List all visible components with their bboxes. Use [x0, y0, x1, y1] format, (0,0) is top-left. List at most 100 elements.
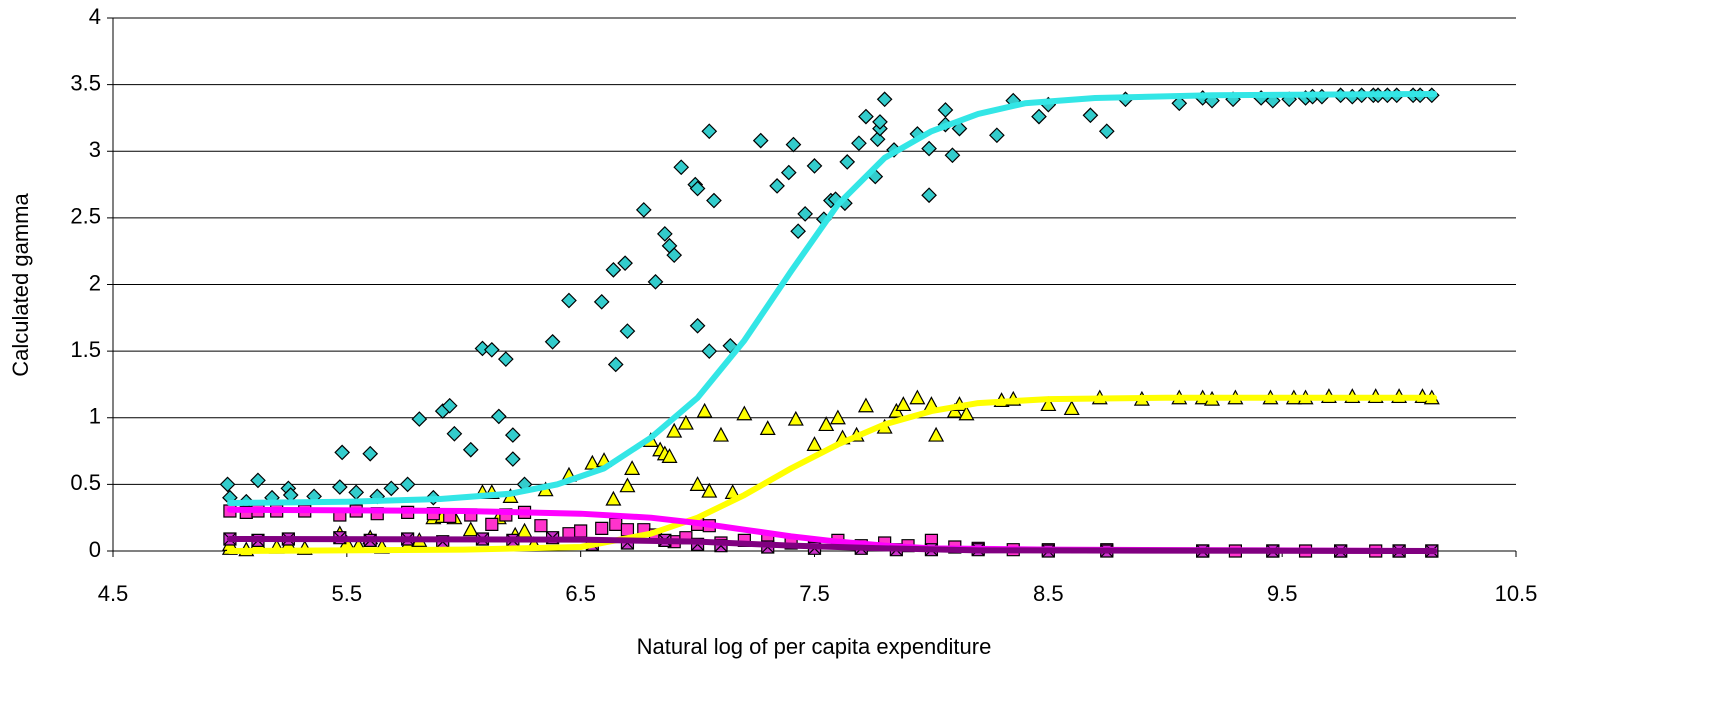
point — [876, 91, 893, 108]
point — [383, 480, 400, 497]
point — [441, 397, 458, 414]
x-tick-label: 5.5 — [332, 581, 363, 606]
point — [701, 482, 718, 498]
point — [872, 114, 888, 130]
point — [937, 102, 954, 118]
point — [620, 523, 635, 537]
point — [696, 402, 713, 418]
point — [689, 317, 706, 334]
point — [701, 123, 718, 140]
point — [411, 411, 428, 427]
point — [1171, 95, 1188, 112]
point — [858, 108, 874, 125]
point — [806, 158, 823, 174]
point — [769, 178, 785, 194]
point — [921, 187, 937, 204]
point — [497, 351, 514, 367]
point — [790, 223, 806, 240]
y-tick-label: 1 — [89, 404, 101, 429]
point — [1063, 400, 1080, 416]
point — [605, 261, 622, 278]
x-tick-label: 7.5 — [799, 581, 830, 606]
point — [851, 135, 867, 152]
y-tick-label: 1.5 — [70, 337, 101, 362]
point — [483, 341, 500, 358]
x-tick-label: 4.5 — [98, 581, 129, 606]
point — [1031, 108, 1047, 125]
point — [818, 416, 835, 432]
point — [516, 522, 533, 538]
y-tick-label: 4 — [89, 4, 101, 29]
point — [689, 180, 706, 197]
point — [780, 164, 797, 181]
point — [219, 476, 236, 493]
x-tick-label: 8.5 — [1033, 581, 1064, 606]
point — [593, 293, 610, 310]
point — [1082, 107, 1099, 124]
y-tick-label: 0 — [89, 537, 101, 562]
point — [505, 427, 521, 443]
point — [806, 436, 823, 451]
fit-line — [226, 536, 1438, 554]
point — [787, 410, 804, 426]
point — [446, 425, 463, 442]
point — [348, 484, 365, 501]
x-tick-label: 10.5 — [1495, 581, 1538, 606]
point — [752, 132, 769, 149]
x-tick-label: 9.5 — [1267, 581, 1298, 606]
point — [561, 292, 577, 309]
x-tick-label: 6.5 — [565, 581, 596, 606]
point — [584, 454, 601, 470]
point — [706, 192, 722, 209]
y-tick-label: 3.5 — [70, 70, 101, 95]
point — [544, 333, 561, 350]
point — [928, 426, 945, 442]
point — [701, 343, 718, 359]
point — [759, 420, 776, 436]
point — [895, 396, 912, 412]
y-axis-title: Calculated gamma — [8, 193, 33, 377]
point — [677, 414, 694, 430]
y-tick-label: 2 — [89, 270, 101, 295]
point — [462, 441, 479, 458]
point — [712, 426, 729, 442]
point — [1098, 123, 1115, 140]
point — [829, 409, 846, 425]
point — [666, 247, 683, 264]
point — [624, 460, 641, 475]
point — [839, 154, 856, 170]
point — [619, 477, 636, 493]
x-axis-title: Natural log of per capita expenditure — [637, 634, 992, 659]
point — [689, 476, 706, 491]
point — [673, 159, 690, 176]
point — [989, 127, 1005, 144]
point — [250, 472, 266, 489]
point — [857, 397, 874, 413]
point — [785, 136, 802, 153]
fit-line — [226, 90, 1438, 507]
point — [921, 140, 937, 157]
point — [462, 521, 479, 537]
point — [474, 340, 491, 357]
point — [609, 517, 623, 531]
point — [534, 519, 548, 533]
point — [607, 356, 624, 373]
point — [635, 202, 652, 218]
fit-line — [226, 394, 1438, 554]
point — [909, 389, 926, 405]
point — [617, 255, 633, 272]
point — [490, 408, 507, 425]
point — [605, 490, 622, 506]
point — [574, 524, 588, 538]
y-tick-label: 3 — [89, 137, 101, 162]
y-tick-label: 0.5 — [70, 470, 101, 495]
point — [656, 226, 673, 242]
point — [797, 206, 813, 222]
point — [619, 323, 636, 339]
point — [647, 273, 664, 290]
point — [362, 445, 379, 462]
point — [331, 479, 348, 495]
point — [1040, 396, 1057, 412]
point — [869, 131, 886, 148]
